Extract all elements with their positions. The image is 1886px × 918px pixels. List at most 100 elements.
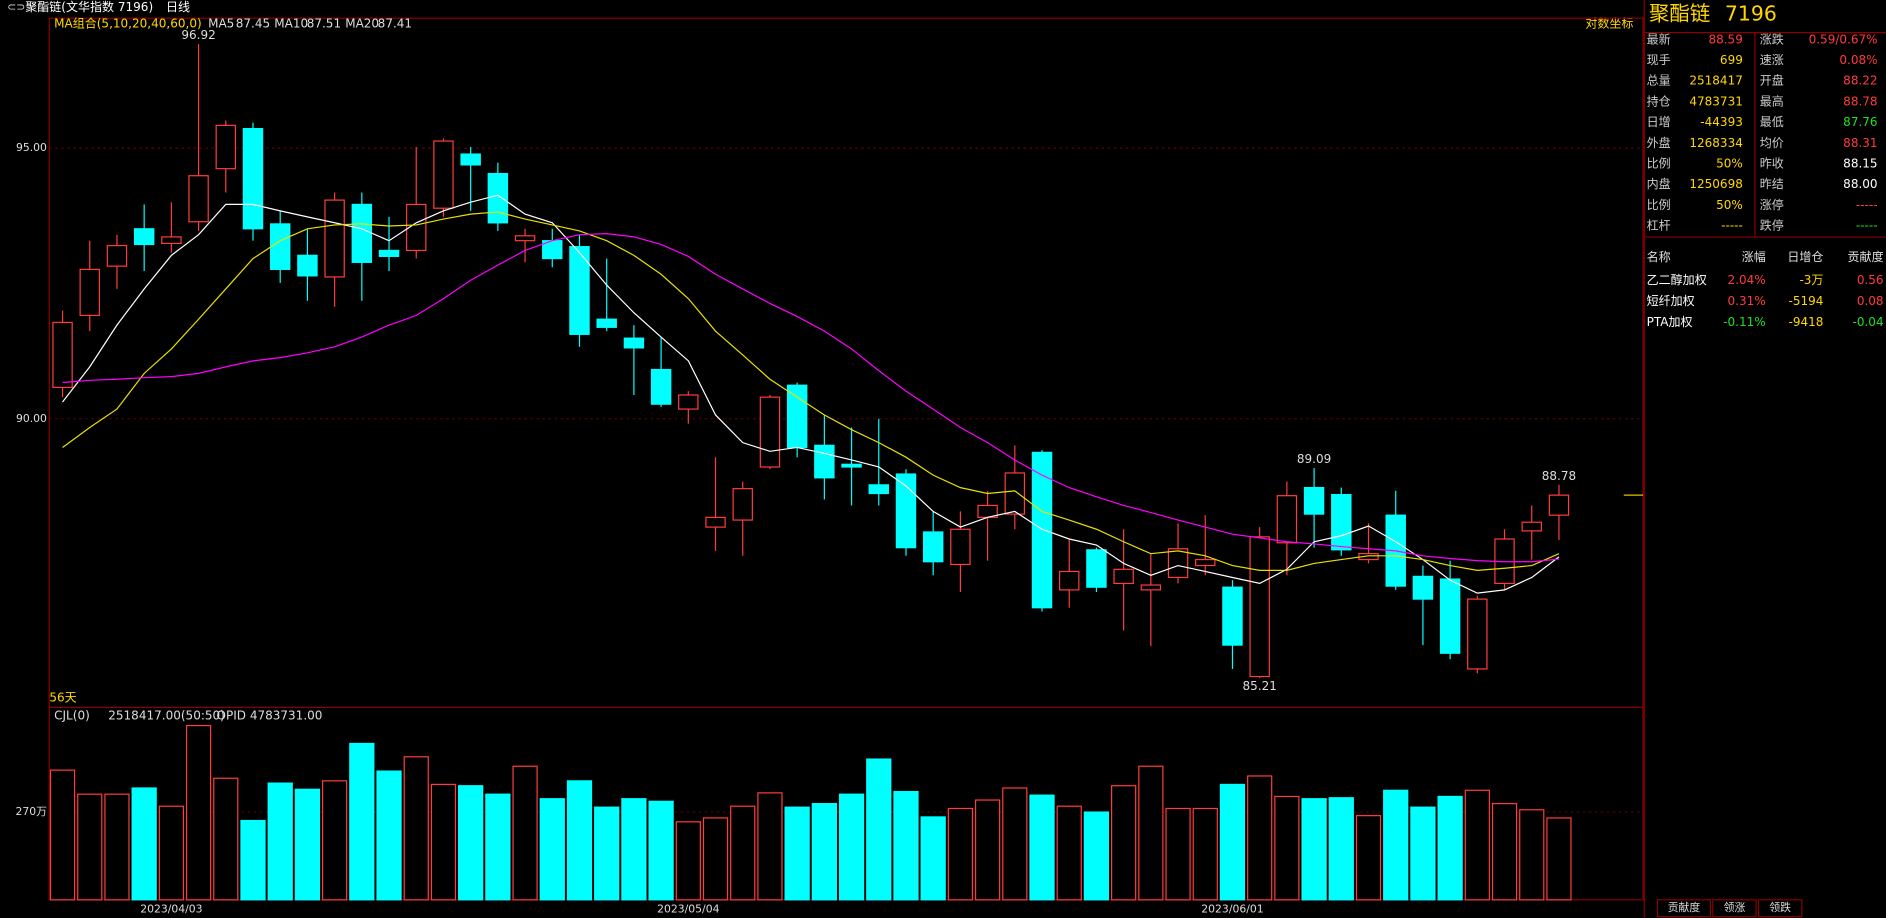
candle-body (1031, 451, 1053, 609)
candle-body (406, 203, 427, 252)
candle-body (1249, 536, 1270, 678)
quote-value: 88.78 (1843, 94, 1877, 108)
contrib-cell[interactable]: 短纤加权 (1647, 294, 1695, 308)
contrib-cell: -0.04 (1853, 315, 1884, 329)
quote-label: 涨跌 (1760, 31, 1784, 46)
tab-label[interactable]: 领跌 (1769, 900, 1791, 914)
tab[interactable] (1757, 899, 1803, 918)
volume-bar (1410, 806, 1436, 901)
volume-bar (485, 793, 511, 901)
instrument-title[interactable]: 聚酯链(文华指数 7196) (25, 0, 153, 14)
candle-body (79, 268, 100, 317)
volume-bar (349, 742, 375, 901)
contrib-cell: -5194 (1789, 294, 1824, 308)
contrib-cell[interactable]: 乙二醇加权 (1647, 272, 1707, 287)
candle-body (1276, 495, 1298, 544)
candle-body (324, 199, 345, 278)
x-tick-label: 2023/04/03 (140, 902, 202, 915)
volume-bar (702, 817, 729, 901)
contrib-header: 贡献度 (1848, 249, 1884, 264)
volume-bar (1328, 797, 1354, 901)
candle-body (868, 484, 889, 495)
contrib-header: 涨幅 (1742, 249, 1766, 264)
candle-body (514, 235, 536, 242)
volume-bar (621, 798, 647, 901)
tab[interactable] (1656, 899, 1711, 918)
quote-label: 昨结 (1760, 177, 1784, 191)
candle-body (378, 249, 400, 257)
legend-title[interactable]: MA组合(5,10,20,40,60,0) (54, 16, 202, 31)
contrib-cell: -9418 (1789, 315, 1824, 329)
candle-body (1548, 494, 1570, 516)
log-scale-toggle[interactable]: 对数坐标 (1585, 16, 1633, 31)
extreme-label: 96.92 (181, 28, 215, 42)
candle-body (269, 223, 291, 270)
tab-label[interactable]: 领涨 (1724, 901, 1746, 914)
legend-name: MA20 (345, 17, 379, 31)
volume-bar (1219, 783, 1246, 901)
candle-body (650, 368, 672, 405)
quote-value: 88.15 (1843, 156, 1877, 170)
quote-value: 1250698 (1689, 177, 1743, 191)
volume-bar (376, 770, 402, 901)
quote-value: ----- (1856, 219, 1878, 233)
volume-bar (648, 800, 674, 901)
candle-body (922, 531, 944, 563)
legend-value: 87.41 (378, 17, 412, 31)
contrib-cell: -0.11% (1723, 315, 1766, 329)
volume-bar (566, 780, 593, 901)
x-tick-label: 2023/05/04 (657, 902, 719, 915)
contrib-cell: 0.56 (1857, 273, 1884, 287)
candle-body (950, 528, 971, 566)
volume-bar (430, 783, 457, 901)
extreme-label: 89.09 (1297, 452, 1331, 466)
icon[interactable]: ⊂⊃ (7, 0, 25, 13)
quote-value: 88.31 (1843, 136, 1877, 150)
volume-bar (1491, 803, 1518, 901)
volume-bar (920, 816, 946, 901)
quote-value: 0.08% (1839, 53, 1877, 67)
contrib-cell[interactable]: PTA加权 (1647, 315, 1693, 329)
quote-value: 0.59/0.67% (1809, 32, 1878, 46)
volume-legend[interactable]: CJL(0) (54, 708, 90, 722)
quote-label: 持仓 (1647, 93, 1671, 108)
candle-body (188, 175, 209, 223)
quote-code: 7196 (1725, 2, 1777, 26)
tab[interactable] (1712, 899, 1757, 918)
volume-bar (1519, 809, 1545, 901)
quote-label: 最新 (1647, 31, 1671, 46)
quote-value: 4783731 (1689, 94, 1743, 108)
quote-label: 最高 (1760, 93, 1784, 108)
candle-body (1439, 578, 1461, 654)
volume-bar (594, 806, 620, 901)
candle-body (732, 488, 753, 521)
volume-bar (1437, 795, 1463, 901)
span-label: 56天 (49, 690, 76, 704)
candle-body (841, 463, 862, 468)
candle-body (1195, 558, 1216, 567)
quote-value: ----- (1856, 198, 1878, 212)
ma-line (62, 211, 1560, 571)
ma-line (62, 232, 1560, 563)
volume-bar (1029, 794, 1055, 901)
quote-value: 2518417 (1689, 74, 1743, 88)
quote-label: 比例 (1647, 198, 1671, 212)
volume-bar (893, 790, 919, 901)
quote-value: 50% (1716, 198, 1743, 212)
volume-bar (811, 803, 837, 901)
quote-panel: 最新 88.59 涨跌 0.59/0.67% 现手 699 速涨 0.08% 总量 2518417… (1647, 31, 1884, 918)
quote-label: 外盘 (1647, 135, 1671, 150)
legend-value: 87.51 (307, 17, 341, 31)
volume-bar (1165, 807, 1191, 901)
quote-label: 开盘 (1760, 73, 1784, 88)
tab-label[interactable]: 贡献度 (1668, 900, 1701, 914)
quote-label: 最低 (1760, 115, 1784, 129)
quote-value: 88.59 (1708, 32, 1742, 46)
volume-bar (1083, 811, 1110, 901)
period-selector[interactable]: 日线 (166, 0, 190, 14)
contrib-header: 名称 (1647, 249, 1671, 264)
volume-bar (1274, 795, 1300, 901)
volume-bar (1056, 805, 1082, 901)
quote-value: 50% (1716, 156, 1743, 170)
